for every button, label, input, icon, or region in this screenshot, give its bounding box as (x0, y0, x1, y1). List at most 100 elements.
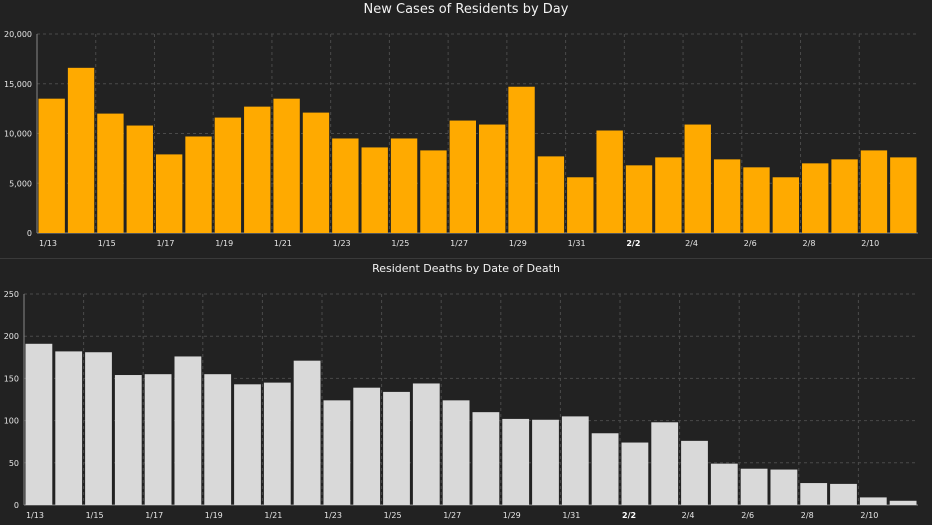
cases-bar-2-3 (655, 157, 682, 233)
deaths-bar-1-31 (561, 416, 589, 505)
cases-bar-2-9 (831, 159, 858, 233)
deaths-ytick-label: 0 (14, 501, 19, 510)
cases-bar-1-15 (97, 113, 124, 233)
deaths-xtick-label: 1/27 (443, 511, 461, 520)
deaths-bar-1-28 (472, 412, 500, 505)
deaths-ytick-label: 150 (4, 374, 19, 383)
cases-bar-1-26 (420, 150, 447, 233)
cases-xtick-label: 1/25 (391, 239, 409, 248)
deaths-bar-2-2 (621, 442, 649, 505)
cases-bar-1-13 (38, 98, 65, 233)
deaths-bar-1-18 (174, 356, 202, 505)
deaths-bar-chart: 0 50 100 150 200 250 1/13 1/15 1/17 1/19 1/21 1/23 1… (4, 290, 918, 520)
deaths-bar-2-3 (651, 422, 679, 505)
cases-bar-1-17 (155, 154, 183, 233)
cases-xtick-label: 2/6 (744, 239, 757, 248)
cases-bar-1-22 (302, 112, 330, 233)
deaths-bar-2-7 (770, 469, 798, 505)
cases-xtick-label: 1/29 (509, 239, 527, 248)
cases-bar-1-23 (332, 138, 359, 233)
cases-bar-1-29 (508, 86, 535, 233)
cases-bar-chart: 0 5,000 10,000 15,000 20,000 1/13 1/15 1/17 1/19… (4, 30, 918, 248)
cases-bar-2-4 (684, 124, 711, 233)
deaths-xtick-label: 1/17 (145, 511, 163, 520)
deaths-bar-1-30 (532, 419, 559, 505)
deaths-bar-1-19 (204, 374, 232, 505)
deaths-bar-1-20 (234, 384, 261, 505)
cases-bar-1-28 (479, 124, 506, 233)
cases-xtick-label: 1/27 (450, 239, 468, 248)
cases-bar-1-18 (185, 136, 212, 233)
deaths-chart-panel: Resident Deaths by Date of Death 0 50 100 1… (0, 258, 932, 525)
cases-bar-2-10 (860, 150, 888, 233)
cases-xtick-label: 1/31 (568, 239, 586, 248)
deaths-bar-1-14 (55, 351, 83, 505)
cases-bar-2-8 (802, 163, 829, 233)
cases-xtick-label: 1/21 (274, 239, 292, 248)
cases-xtick-label: 1/19 (215, 239, 233, 248)
cases-bar-2-1 (596, 130, 623, 233)
cases-xtick-label: 1/17 (156, 239, 174, 248)
deaths-bar-1-27 (442, 400, 470, 505)
deaths-ytick-label: 200 (4, 332, 19, 341)
cases-bar-2-11 (890, 157, 917, 233)
deaths-bar-1-23 (323, 400, 351, 505)
cases-ytick-label: 5,000 (9, 179, 32, 188)
deaths-bar-1-16 (114, 375, 142, 505)
cases-xtick-label: 2/8 (803, 239, 816, 248)
deaths-xtick-label: 1/19 (205, 511, 223, 520)
deaths-bar-1-21 (263, 382, 291, 505)
deaths-chart-title: Resident Deaths by Date of Death (372, 262, 560, 275)
deaths-xtick-label: 1/23 (324, 511, 342, 520)
deaths-bar-2-5 (710, 463, 738, 505)
cases-bar-1-20 (244, 106, 271, 233)
cases-bar-2-7 (772, 177, 800, 233)
deaths-xtick-label: 1/31 (562, 511, 580, 520)
cases-xtick-label: 1/13 (39, 239, 57, 248)
cases-ytick-label: 15,000 (4, 80, 32, 89)
cases-chart-title: New Cases of Residents by Day (363, 2, 569, 17)
cases-bar-1-25 (390, 138, 418, 233)
deaths-xtick-label: 1/21 (264, 511, 282, 520)
deaths-xtick-label: 2/6 (741, 511, 754, 520)
cases-xtick-label: 2/10 (861, 239, 879, 248)
cases-xtick-label: 2/4 (685, 239, 698, 248)
deaths-xtick-label: 2/4 (682, 511, 695, 520)
deaths-bar-1-26 (412, 383, 440, 505)
cases-bar-1-31 (567, 177, 594, 233)
deaths-bar-2-4 (681, 440, 708, 505)
deaths-xtick-label: 2/2 (622, 511, 636, 520)
deaths-bar-1-24 (353, 387, 381, 505)
cases-ytick-label: 10,000 (4, 130, 32, 139)
cases-chart-panel: New Cases of Residents by Day 0 5,000 10,0… (0, 0, 932, 256)
deaths-bar-1-22 (293, 360, 321, 505)
deaths-bar-1-25 (383, 391, 410, 505)
deaths-bar-2-11 (889, 500, 917, 505)
deaths-bar-2-8 (800, 483, 828, 505)
cases-xtick-label: 2/2 (626, 239, 640, 248)
cases-xtick-label: 1/15 (98, 239, 116, 248)
cases-bar-1-24 (361, 147, 388, 233)
cases-bar-2-6 (743, 167, 770, 233)
deaths-ytick-label: 250 (4, 290, 19, 299)
cases-bar-1-14 (67, 67, 95, 233)
deaths-ytick-label: 100 (4, 417, 19, 426)
deaths-bar-1-13 (25, 343, 53, 505)
deaths-xtick-label: 1/13 (26, 511, 44, 520)
cases-bar-1-27 (449, 120, 476, 233)
deaths-bar-2-9 (830, 483, 857, 505)
deaths-bar-1-17 (144, 374, 172, 505)
deaths-xtick-label: 1/29 (503, 511, 521, 520)
deaths-bar-2-10 (859, 497, 887, 505)
cases-xtick-label: 1/23 (333, 239, 351, 248)
cases-ytick-label: 0 (27, 229, 32, 238)
deaths-bar-2-6 (740, 468, 768, 505)
deaths-xtick-label: 1/15 (86, 511, 104, 520)
deaths-xtick-label: 2/8 (801, 511, 814, 520)
deaths-bar-2-1 (591, 433, 619, 505)
cases-ytick-label: 20,000 (4, 30, 32, 39)
cases-bar-1-16 (126, 125, 153, 233)
cases-bar-2-5 (713, 159, 741, 233)
deaths-xtick-label: 2/10 (860, 511, 878, 520)
deaths-bar-1-15 (85, 352, 112, 505)
